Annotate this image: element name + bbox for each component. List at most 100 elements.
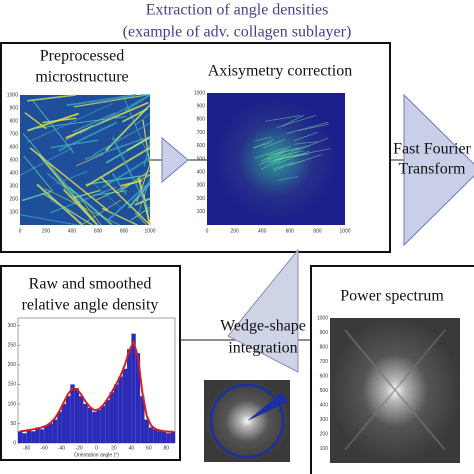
- bar: [57, 411, 62, 443]
- fiber: [50, 186, 117, 214]
- fiber: [277, 147, 300, 160]
- bar: [87, 407, 93, 443]
- fiber: [293, 131, 319, 142]
- x-tick-label: 1000: [144, 228, 155, 234]
- bar: [70, 384, 75, 443]
- bar: [44, 425, 49, 443]
- title: Extraction of angle densities: [146, 2, 329, 19]
- fiber: [32, 100, 75, 154]
- bar: [79, 396, 84, 443]
- fiber: [94, 174, 151, 201]
- y-tick-label: 800: [320, 344, 329, 350]
- y-tick-label: 1000: [317, 315, 328, 321]
- x-tick-label: -60: [41, 445, 48, 451]
- fiber: [107, 181, 151, 221]
- y-tick-label: 50: [10, 421, 16, 427]
- fiber: [27, 112, 79, 132]
- y-tick-label: 250: [8, 343, 17, 349]
- x-tick-label: 400: [258, 228, 267, 234]
- fiber: [277, 151, 310, 164]
- y-tick-label: 0: [13, 440, 16, 446]
- y-tick-label: 400: [197, 170, 206, 176]
- x-tick-label: 600: [286, 228, 295, 234]
- step-label: microstructure: [35, 69, 128, 86]
- fiber: [68, 186, 113, 226]
- bar: [140, 396, 145, 443]
- fiber: [93, 183, 121, 209]
- bar: [18, 431, 23, 443]
- fiber: [293, 141, 318, 145]
- y-tick-label: 800: [10, 118, 19, 124]
- fiber: [65, 125, 93, 141]
- bar: [122, 368, 128, 443]
- y-tick-label: 100: [10, 209, 19, 215]
- x-tick-label: 200: [42, 228, 51, 234]
- fiber: [143, 143, 151, 167]
- step-label: Power spectrum: [340, 288, 444, 305]
- fiber: [23, 155, 54, 192]
- bar: [52, 419, 58, 443]
- panel-box: [310, 265, 474, 474]
- y-tick-label: 200: [8, 362, 17, 368]
- wedge-image: [204, 380, 290, 462]
- bar: [48, 423, 53, 443]
- bar: [144, 419, 149, 443]
- y-tick-label: 1000: [7, 92, 18, 98]
- bar: [131, 333, 136, 443]
- y-tick-label: 300: [320, 417, 329, 423]
- density-chart: 0 50 100 150 200 250 300 -80 -60 -40 -20 0 20 40 60 80 O…: [8, 317, 176, 458]
- fiber: [254, 147, 287, 159]
- bar: [153, 429, 158, 443]
- fiber: [46, 172, 81, 201]
- fiber: [273, 145, 311, 155]
- fiber: [296, 137, 328, 151]
- y-tick-label: 400: [320, 402, 329, 408]
- fiber: [101, 207, 138, 226]
- fiber: [66, 94, 137, 107]
- fiber: [29, 116, 126, 130]
- bar: [118, 376, 123, 443]
- y-tick-label: 900: [10, 105, 19, 111]
- fiber: [119, 179, 143, 188]
- fiber: [50, 139, 99, 149]
- bar: [22, 433, 27, 443]
- y-tick-label: 300: [10, 183, 19, 189]
- fiber: [126, 136, 151, 152]
- bar: [26, 429, 32, 443]
- fiber: [273, 161, 294, 172]
- fiber: [288, 148, 331, 158]
- x-tick-label: 40: [129, 445, 135, 451]
- bar: [39, 429, 45, 443]
- fiber: [265, 115, 301, 122]
- bar: [170, 431, 175, 443]
- fiber: [134, 113, 151, 126]
- fiber: [100, 176, 151, 226]
- bar: [96, 409, 101, 443]
- fiber: [253, 138, 275, 149]
- x-tick-label: 800: [120, 228, 129, 234]
- fiber: [259, 149, 289, 166]
- bar: [100, 405, 106, 443]
- y-tick-label: 150: [8, 382, 17, 388]
- fiber: [289, 154, 322, 166]
- fiber: [79, 94, 151, 135]
- fiber: [263, 138, 286, 149]
- x-tick-label: 60: [146, 445, 152, 451]
- fiber: [298, 123, 329, 132]
- fiber: [92, 190, 128, 196]
- x-tick-label: 600: [94, 228, 103, 234]
- bar: [148, 427, 154, 443]
- fiber: [255, 136, 272, 142]
- fiber: [102, 157, 151, 189]
- x-tick-label: -40: [58, 445, 65, 451]
- y-tick-label: 200: [320, 431, 329, 437]
- bar: [113, 384, 119, 443]
- fiber: [26, 103, 113, 143]
- fiber: [75, 153, 104, 167]
- x-tick-label: -20: [75, 445, 82, 451]
- step-label: Fast Fourier: [393, 141, 471, 158]
- y-tick-label: 100: [320, 446, 329, 452]
- y-tick-label: 300: [8, 323, 17, 329]
- x-tick-label: 0: [206, 228, 209, 234]
- fiber: [267, 147, 300, 156]
